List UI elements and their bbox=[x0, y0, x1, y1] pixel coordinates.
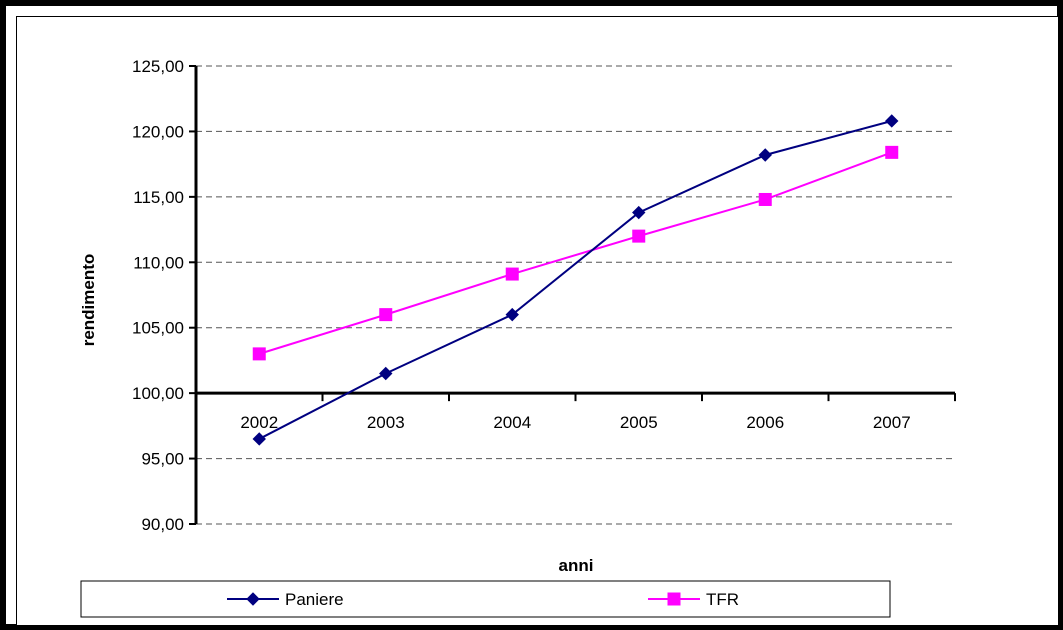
legend-box bbox=[80, 580, 891, 618]
x-axis-title: anni bbox=[559, 556, 594, 575]
y-tick-label: 110,00 bbox=[133, 253, 184, 272]
y-axis-title: rendimento bbox=[79, 254, 98, 347]
x-tick-label: 2004 bbox=[493, 413, 531, 432]
series-line-tfr bbox=[258, 151, 893, 355]
data-point-tfr bbox=[379, 308, 393, 322]
x-axis-ticks: 2002 2003 2004 2005 2006 2007 bbox=[195, 393, 956, 432]
data-point-tfr bbox=[758, 192, 772, 206]
legend-item-tfr: TFR bbox=[648, 590, 739, 609]
x-tick-label: 2003 bbox=[367, 413, 405, 432]
series-tfr bbox=[252, 145, 899, 361]
data-point-paniere bbox=[379, 366, 393, 381]
legend-label: TFR bbox=[706, 590, 739, 609]
data-point-tfr bbox=[505, 267, 519, 281]
y-tick-label: 115,00 bbox=[133, 188, 184, 207]
data-point-tfr bbox=[632, 229, 646, 243]
x-tick-label: 2006 bbox=[746, 413, 784, 432]
data-point-paniere bbox=[758, 148, 772, 162]
x-tick-label: 2002 bbox=[240, 413, 278, 432]
legend-item-paniere: Paniere bbox=[227, 590, 344, 609]
legend-marker bbox=[246, 592, 260, 606]
series-line-paniere bbox=[258, 119, 893, 440]
y-tick-label: 120,00 bbox=[132, 122, 184, 141]
y-tick-label: 100,00 bbox=[132, 384, 184, 403]
series-group bbox=[252, 114, 899, 446]
legend: Paniere TFR bbox=[80, 580, 891, 618]
y-tick-label: 105,00 bbox=[132, 319, 184, 338]
y-tick-label: 125,00 bbox=[132, 57, 184, 76]
y-tick-label: 90,00 bbox=[141, 515, 184, 534]
series-paniere bbox=[252, 114, 899, 446]
x-tick-label: 2005 bbox=[620, 413, 658, 432]
legend-marker bbox=[667, 592, 681, 606]
data-point-paniere bbox=[252, 432, 266, 446]
legend-label: Paniere bbox=[285, 590, 344, 609]
data-point-tfr bbox=[885, 145, 899, 159]
x-tick-label: 2007 bbox=[873, 413, 911, 432]
y-axis-ticks: 90,00 95,00 100,00 105,00 110,00 115,00 120,00… bbox=[132, 57, 196, 534]
y-tick-label: 95,00 bbox=[141, 450, 184, 469]
data-point-paniere bbox=[505, 307, 519, 322]
gridlines bbox=[196, 65, 955, 525]
data-point-tfr bbox=[252, 347, 266, 361]
data-point-paniere bbox=[885, 114, 899, 128]
data-point-paniere bbox=[632, 205, 646, 220]
